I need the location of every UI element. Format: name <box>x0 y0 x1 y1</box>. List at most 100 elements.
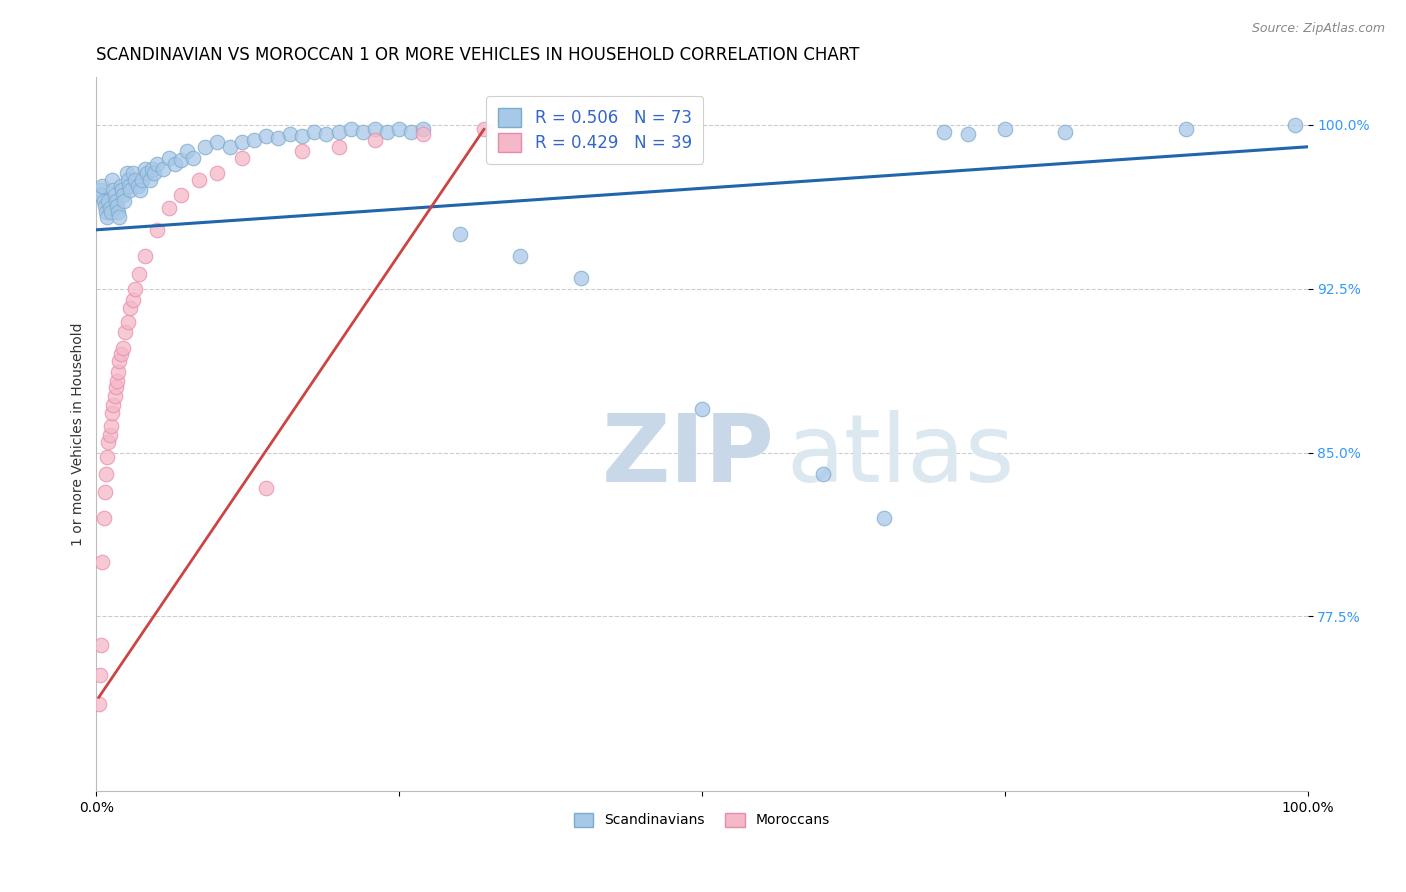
Point <box>107 365 129 379</box>
Point <box>157 151 180 165</box>
Point <box>100 205 122 219</box>
Point <box>315 127 337 141</box>
Point <box>157 201 180 215</box>
Point <box>94 199 117 213</box>
Point <box>105 199 128 213</box>
Point <box>97 194 120 209</box>
Point <box>101 406 124 420</box>
Point <box>152 161 174 176</box>
Point <box>141 161 163 176</box>
Point <box>124 172 146 186</box>
Point <box>401 124 423 138</box>
Point <box>129 184 152 198</box>
Point <box>165 157 187 171</box>
Point <box>120 184 142 198</box>
Point <box>90 638 112 652</box>
Point <box>181 151 204 165</box>
Point <box>138 172 160 186</box>
Point <box>96 450 118 464</box>
Point <box>243 133 266 147</box>
Point <box>218 140 240 154</box>
Point <box>112 194 135 209</box>
Point <box>1284 118 1306 132</box>
Point <box>146 223 169 237</box>
Point <box>569 271 592 285</box>
Point <box>134 161 156 176</box>
Point <box>103 187 125 202</box>
Point <box>143 166 166 180</box>
Point <box>472 122 495 136</box>
Point <box>115 166 138 180</box>
Point <box>111 341 134 355</box>
Point <box>690 401 713 416</box>
Point <box>509 249 531 263</box>
Point <box>103 398 125 412</box>
Point <box>170 187 193 202</box>
Point <box>146 157 169 171</box>
Point <box>134 249 156 263</box>
Point <box>872 511 894 525</box>
Point <box>811 467 834 482</box>
Point <box>103 389 125 403</box>
Point <box>114 326 136 340</box>
Point <box>957 127 980 141</box>
Point <box>97 434 120 449</box>
Point <box>412 127 434 141</box>
Point <box>934 124 956 138</box>
Point <box>111 184 134 198</box>
Point <box>1054 124 1077 138</box>
Point <box>93 511 115 525</box>
Point <box>94 485 117 500</box>
Point <box>103 184 125 198</box>
Point <box>339 122 361 136</box>
Text: Source: ZipAtlas.com: Source: ZipAtlas.com <box>1251 22 1385 36</box>
Point <box>91 179 114 194</box>
Point <box>100 419 122 434</box>
Point <box>291 128 314 143</box>
Point <box>278 127 301 141</box>
Point <box>105 374 128 388</box>
Point <box>104 380 127 394</box>
Point <box>352 124 374 138</box>
Point <box>120 301 142 316</box>
Point <box>412 122 434 136</box>
Point <box>994 122 1017 136</box>
Point <box>89 668 111 682</box>
Point <box>254 128 277 143</box>
Point <box>1175 122 1198 136</box>
Point <box>328 140 350 154</box>
Point <box>328 124 350 138</box>
Legend: Scandinavians, Moroccans: Scandinavians, Moroccans <box>567 805 837 834</box>
Point <box>364 133 387 147</box>
Point <box>118 179 141 194</box>
Point <box>128 267 150 281</box>
Point <box>101 172 124 186</box>
Point <box>388 122 411 136</box>
Text: SCANDINAVIAN VS MOROCCAN 1 OR MORE VEHICLES IN HOUSEHOLD CORRELATION CHART: SCANDINAVIAN VS MOROCCAN 1 OR MORE VEHIC… <box>97 46 859 64</box>
Point <box>304 124 326 138</box>
Point <box>124 282 146 296</box>
Point <box>364 122 387 136</box>
Point <box>170 153 193 167</box>
Point <box>231 151 253 165</box>
Point <box>207 136 229 150</box>
Point <box>104 194 127 209</box>
Point <box>231 136 253 150</box>
Point <box>136 166 159 180</box>
Point <box>194 140 217 154</box>
Point <box>121 166 143 180</box>
Point <box>188 172 211 186</box>
Point <box>98 428 121 442</box>
Point <box>93 194 115 209</box>
Point <box>117 315 139 329</box>
Point <box>117 172 139 186</box>
Point <box>108 210 131 224</box>
Y-axis label: 1 or more Vehicles in Household: 1 or more Vehicles in Household <box>72 322 86 546</box>
Point <box>131 172 153 186</box>
Point <box>121 293 143 307</box>
Point <box>267 131 290 145</box>
Point <box>94 205 117 219</box>
Point <box>127 179 149 194</box>
Point <box>111 187 134 202</box>
Point <box>207 166 229 180</box>
